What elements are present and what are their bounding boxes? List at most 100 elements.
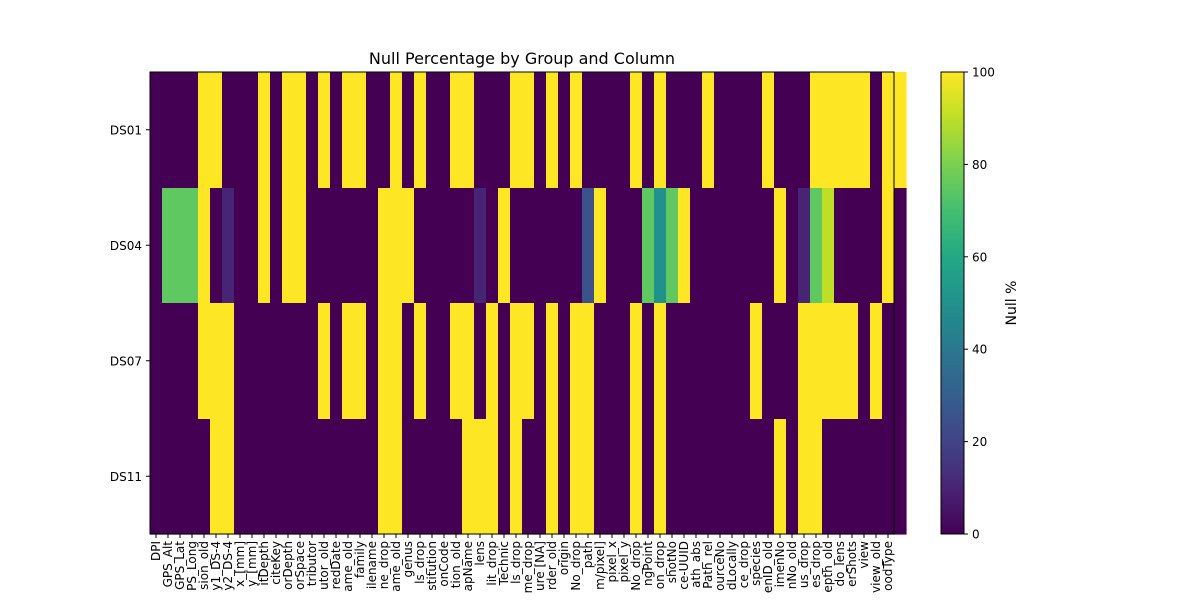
heatmap-cell <box>354 188 367 304</box>
heatmap-cell <box>354 419 367 535</box>
colorbar-tick-label: 80 <box>972 158 987 172</box>
heatmap-cell <box>750 188 763 304</box>
heatmap-cell <box>858 72 871 189</box>
x-tick-label: ls_drop <box>509 541 523 584</box>
x-tick-label: apName <box>461 541 475 591</box>
heatmap-cell <box>330 419 343 535</box>
heatmap-cell <box>522 419 535 535</box>
heatmap-cell <box>258 419 271 535</box>
heatmap-cell <box>714 188 727 304</box>
heatmap-cell <box>570 188 583 304</box>
heatmap-cell <box>198 419 211 535</box>
heatmap-cell <box>582 72 595 189</box>
heatmap-cell <box>510 419 523 535</box>
heatmap-cell <box>810 188 823 304</box>
heatmap-cell <box>390 419 403 535</box>
x-tick-label: enID_old <box>761 541 775 593</box>
heatmap-cell <box>150 72 163 189</box>
heatmap-cell <box>558 303 571 420</box>
x-tick-label: ne_drop <box>377 541 391 589</box>
heatmap-cell <box>462 188 475 304</box>
heatmap-cell <box>474 303 487 420</box>
heatmap-cell <box>858 419 871 535</box>
heatmap-cell <box>882 188 895 304</box>
heatmap-cell <box>798 303 811 420</box>
x-tick-label: y_[mm] <box>245 541 259 587</box>
heatmap-cell <box>318 188 331 304</box>
heatmap-cell <box>270 72 283 189</box>
heatmap-cell <box>246 188 259 304</box>
heatmap-cell <box>318 419 331 535</box>
heatmap-cell <box>270 419 283 535</box>
heatmap-cell <box>498 188 511 304</box>
heatmap-cell <box>234 72 247 189</box>
x-tick-label: ilename <box>365 541 379 589</box>
heatmap-cell <box>270 303 283 420</box>
heatmap-cell <box>366 419 379 535</box>
heatmap-cell <box>246 303 259 420</box>
heatmap-cell <box>606 72 619 189</box>
heatmap-cell <box>378 72 391 189</box>
heatmap-cell <box>342 72 355 189</box>
x-tick-label: species <box>749 541 763 586</box>
heatmap-cell <box>654 72 667 189</box>
chart-title: Null Percentage by Group and Column <box>369 49 675 68</box>
heatmap-cell <box>198 72 211 189</box>
heatmap-cell <box>498 303 511 420</box>
heatmap-cell <box>258 188 271 304</box>
heatmap-cell <box>342 188 355 304</box>
heatmap-cell <box>714 72 727 189</box>
heatmap-cell <box>546 419 559 535</box>
heatmap-cell <box>738 303 751 420</box>
heatmap-cell <box>282 303 295 420</box>
x-tick-label: shotNo <box>665 541 679 583</box>
heatmap-cell <box>426 419 439 535</box>
heatmap-cell <box>474 188 487 304</box>
x-tick-label: orDepth <box>281 541 295 590</box>
heatmap-cell <box>870 72 883 189</box>
x-tick-label: ame_old <box>389 541 403 592</box>
x-tick-label: Path_rel <box>701 541 715 589</box>
heatmap-cell <box>222 303 235 420</box>
heatmap-cell <box>882 303 895 420</box>
heatmap-cell <box>258 303 271 420</box>
heatmap-cell <box>534 303 547 420</box>
colorbar-tick-label: 60 <box>972 250 987 264</box>
y-tick-label: DS11 <box>110 470 142 484</box>
heatmap-cell <box>234 419 247 535</box>
heatmap-cell <box>762 72 775 189</box>
heatmap-cell <box>726 72 739 189</box>
heatmap-cell <box>150 188 163 304</box>
heatmap-cell <box>834 188 847 304</box>
heatmap-cell <box>438 303 451 420</box>
heatmap-cell <box>690 419 703 535</box>
heatmap-cell <box>534 419 547 535</box>
x-tick-label: y1_DS-4 <box>209 541 223 591</box>
x-tick-label: do_lens <box>833 541 847 587</box>
heatmap-cell <box>678 72 691 189</box>
heatmap-cell <box>234 303 247 420</box>
heatmap-cell <box>282 72 295 189</box>
heatmap-cell <box>846 303 859 420</box>
heatmap-cell <box>222 419 235 535</box>
heatmap-cell <box>210 419 223 535</box>
heatmap-cell <box>426 188 439 304</box>
x-tick-label: view_old <box>869 541 883 593</box>
heatmap-cell <box>774 303 787 420</box>
heatmap-cell <box>222 188 235 304</box>
x-tick-label: x_[mm] <box>233 541 247 587</box>
heatmap-cell <box>186 303 199 420</box>
heatmap-cell <box>366 303 379 420</box>
heatmap-cell <box>750 419 763 535</box>
heatmap-cell <box>858 188 871 304</box>
heatmap-cell <box>678 188 691 304</box>
heatmap-cell <box>174 188 187 304</box>
x-tick-label: pixel_y <box>617 541 631 583</box>
heatmap-cell <box>654 419 667 535</box>
x-tick-label: lens <box>473 541 487 566</box>
x-tick-label: epth_old <box>821 541 835 593</box>
heatmap-cell <box>822 72 835 189</box>
heatmap-cell <box>810 72 823 189</box>
heatmap-cell <box>450 72 463 189</box>
